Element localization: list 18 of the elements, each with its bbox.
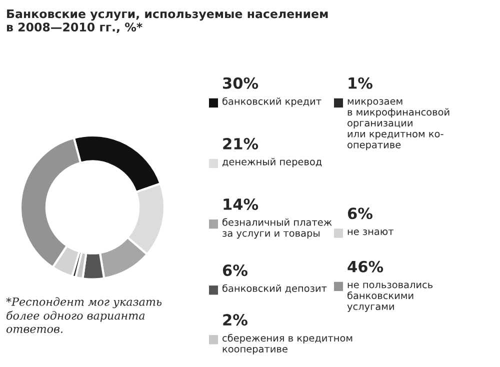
- data-label: 6%: [348, 208, 372, 220]
- data-label: 21%: [223, 138, 258, 150]
- data-label: 14%: [224, 198, 258, 210]
- data-label: 2%: [223, 314, 248, 326]
- legend-label: денежный перевод: [222, 158, 322, 168]
- legend-label: сбережения в кредитном кооперативе: [222, 334, 352, 354]
- legend-label: безналичный платеж за услуги и товары: [222, 218, 332, 239]
- legend-label: микрозаем в микрофинансовой организации или кредитном ко- оперативе: [348, 99, 450, 150]
- legend-label: не пользовались банковскими услугами: [347, 282, 433, 312]
- data-label: 6%: [222, 264, 248, 276]
- data-label: 1%: [348, 77, 372, 89]
- text: *Респондент мог указать более одного варианта ответов.: [6, 297, 162, 333]
- data-label: 46%: [348, 260, 384, 272]
- chart-title: Банковские услуги, используемые населением в 2008—2010 гг., %*: [6, 9, 328, 34]
- data-label: 30%: [223, 77, 258, 89]
- legend-label: банковский депозит: [222, 284, 327, 294]
- legend-label: не знают: [348, 229, 394, 236]
- legend-label: банковский кредит: [222, 97, 322, 107]
